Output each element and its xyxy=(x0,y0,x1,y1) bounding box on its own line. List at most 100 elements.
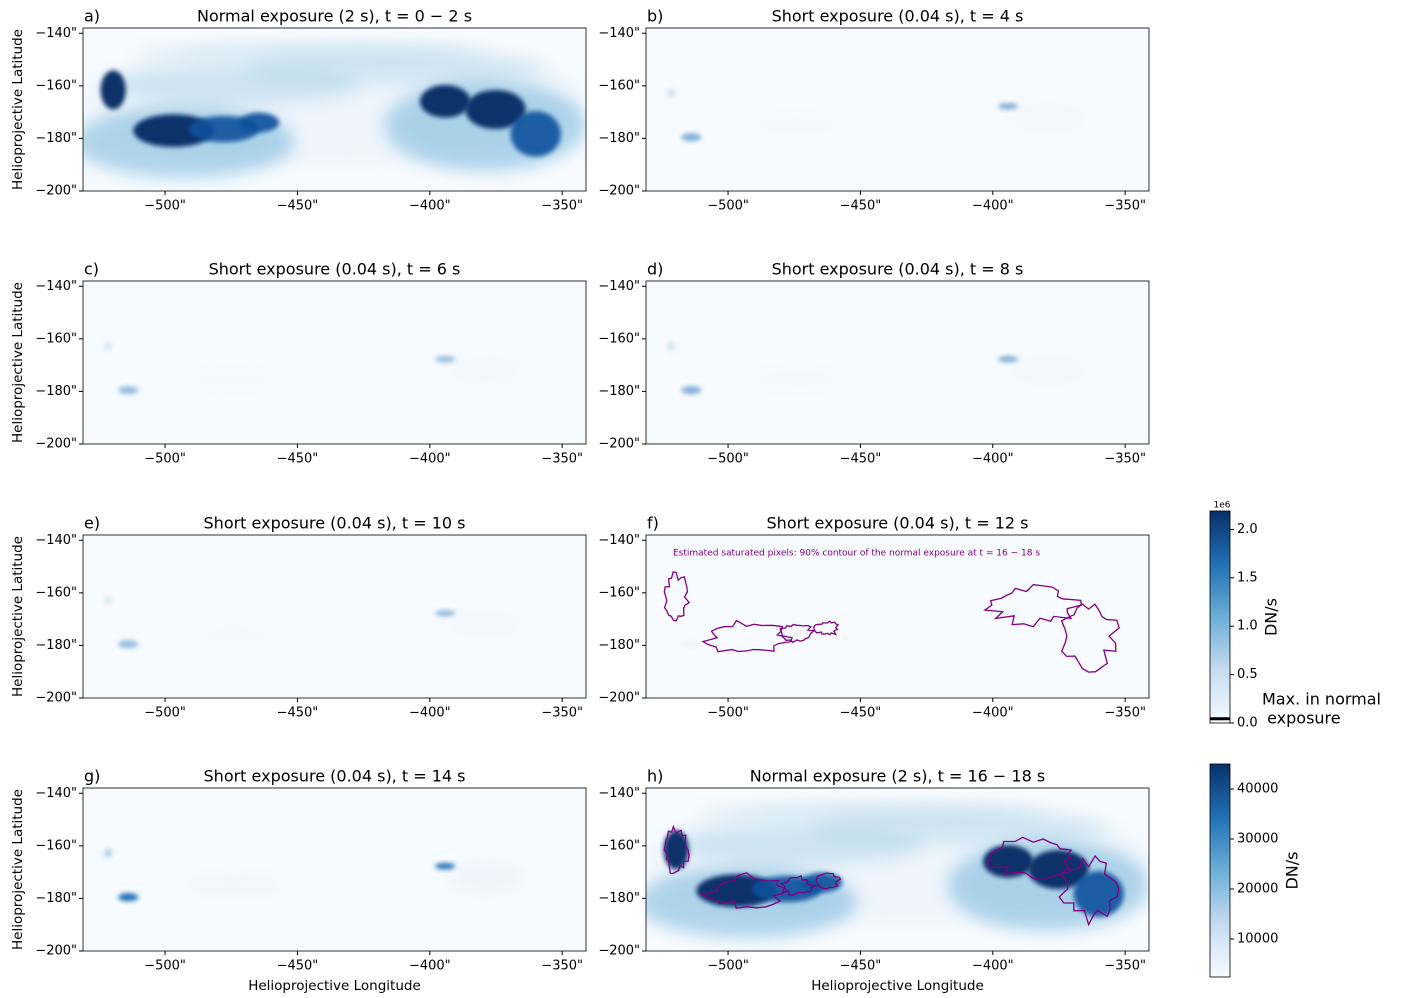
y-tick-label: −200" xyxy=(35,184,77,199)
colorbar-tick-label: 10000 xyxy=(1237,932,1278,947)
image xyxy=(104,341,526,395)
x-tick-label: −500" xyxy=(144,706,186,721)
panel-label: f) xyxy=(647,514,659,533)
saturation-contour xyxy=(701,619,793,653)
y-tick-label: −180" xyxy=(35,638,77,653)
colorbar-tick-label: 1.0 xyxy=(1237,619,1258,634)
x-axis-label: Helioprojective Longitude xyxy=(248,978,421,994)
axes-frame xyxy=(82,534,587,699)
panel: −500" −450" −400" −350" −140" −160" −180" −200"… xyxy=(598,767,1150,994)
y-tick-label: −200" xyxy=(35,437,77,452)
panel: −500" −450" −400" −350" −140" −160" −180" −200"… xyxy=(10,514,587,721)
image-feature xyxy=(681,640,702,649)
image xyxy=(104,848,526,902)
y-axis-label: Helioprojective Latitude xyxy=(10,29,26,190)
image-feature xyxy=(435,355,456,363)
y-tick-label: −180" xyxy=(598,891,640,906)
x-tick-label: −350" xyxy=(1104,452,1146,467)
panel-label: g) xyxy=(84,767,100,786)
y-tick-label: −200" xyxy=(598,437,640,452)
image-feature xyxy=(1073,871,1124,917)
colorbar-tick-label: 30000 xyxy=(1237,832,1278,847)
y-tick-label: −180" xyxy=(35,131,77,146)
image xyxy=(83,36,586,178)
x-tick-label: −400" xyxy=(972,959,1014,974)
y-axis-label: Helioprojective Latitude xyxy=(10,789,26,950)
y-axis-label: Helioprojective Latitude xyxy=(10,536,26,697)
axes-frame xyxy=(82,280,587,445)
panel: −500" −450" −400" −350" −140" −160" −180" −200"… xyxy=(598,7,1150,214)
image-feature xyxy=(696,804,1049,821)
image-feature xyxy=(667,341,676,352)
image-feature xyxy=(445,608,526,641)
colorbar-tick-label: 1.5 xyxy=(1237,570,1258,585)
x-tick-label: −500" xyxy=(707,452,749,467)
y-tick-label: −140" xyxy=(35,533,77,548)
x-tick-label: −400" xyxy=(409,959,451,974)
y-tick-label: −180" xyxy=(598,384,640,399)
panel-title: Short exposure (0.04 s), t = 8 s xyxy=(772,260,1024,279)
annotation: Estimated saturated pixels: 90% contour … xyxy=(673,549,1040,559)
x-tick-label: −450" xyxy=(277,452,319,467)
image-background xyxy=(646,535,1149,698)
image-feature xyxy=(243,52,546,86)
y-tick-label: −200" xyxy=(598,184,640,199)
axes-frame xyxy=(645,280,1150,445)
panel-label: d) xyxy=(647,260,663,279)
colorbar: 0.0 0.5 1.0 1.5 2.0 DN/s 1e6 Max. in normal exp… xyxy=(1209,501,1381,731)
panel-label: c) xyxy=(84,260,99,279)
marker-label: Max. in normal xyxy=(1262,690,1381,709)
y-tick-label: −140" xyxy=(598,26,640,41)
y-tick-label: −200" xyxy=(35,944,77,959)
image-feature xyxy=(118,386,139,395)
image xyxy=(667,341,1089,395)
panel: −500" −450" −400" −350" −140" −160" −180" −200"… xyxy=(10,767,587,994)
y-tick-label: −200" xyxy=(35,691,77,706)
image-feature xyxy=(445,354,526,387)
saturation-contour xyxy=(987,836,1073,881)
colorbar-tick-label: 20000 xyxy=(1237,882,1278,897)
image-feature xyxy=(667,88,676,99)
image xyxy=(646,796,1149,938)
panel-title: Normal exposure (2 s), t = 16 − 18 s xyxy=(750,767,1045,786)
y-tick-label: −160" xyxy=(598,78,640,93)
image-feature xyxy=(118,640,139,649)
image-feature xyxy=(510,111,561,157)
image-feature xyxy=(681,133,702,142)
x-tick-label: −450" xyxy=(277,706,319,721)
colorbar-tick-label: 0.5 xyxy=(1237,667,1258,682)
image xyxy=(667,88,1089,142)
colorbar-tick-label: 40000 xyxy=(1237,782,1278,797)
x-tick-label: −400" xyxy=(972,452,1014,467)
saturation-contour xyxy=(815,872,842,890)
panel-label: h) xyxy=(647,767,663,786)
colorbar: 10000 20000 30000 40000 DN/s xyxy=(1209,763,1302,978)
image-feature xyxy=(104,848,113,859)
x-tick-label: −350" xyxy=(541,706,583,721)
image-feature xyxy=(465,89,526,130)
colorbar-offset: 1e6 xyxy=(1214,501,1231,511)
y-tick-label: −180" xyxy=(35,384,77,399)
axes-frame xyxy=(645,787,1150,952)
image-feature xyxy=(998,102,1019,110)
x-tick-label: −500" xyxy=(144,959,186,974)
saturation-contour xyxy=(813,620,840,636)
y-tick-label: −200" xyxy=(598,944,640,959)
x-tick-label: −350" xyxy=(541,452,583,467)
panel: −500" −450" −400" −350" −140" −160" −180" −200"… xyxy=(598,260,1150,467)
y-tick-label: −160" xyxy=(35,838,77,853)
image-feature xyxy=(663,830,689,870)
y-tick-label: −160" xyxy=(35,78,77,93)
colorbar-tick-label: 2.0 xyxy=(1237,522,1258,537)
y-tick-label: −160" xyxy=(598,331,640,346)
saturation-contour xyxy=(700,872,789,910)
panel: −500" −450" −400" −350" −140" −160" −180" −200"… xyxy=(10,260,587,467)
axes-frame xyxy=(645,534,1150,699)
x-tick-label: −400" xyxy=(409,452,451,467)
saturation-contour xyxy=(983,584,1082,628)
y-tick-label: −160" xyxy=(598,838,640,853)
image-feature xyxy=(435,609,456,617)
x-tick-label: −500" xyxy=(707,959,749,974)
x-tick-label: −350" xyxy=(1104,959,1146,974)
axes-frame xyxy=(82,787,587,952)
